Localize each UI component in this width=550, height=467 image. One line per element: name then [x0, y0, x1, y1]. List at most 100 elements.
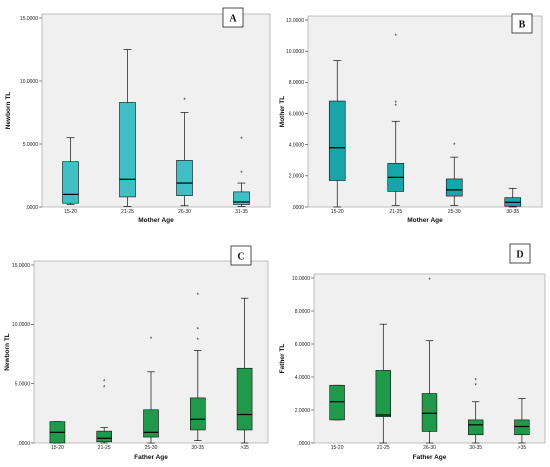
y-tick-label: 5.0000: [15, 381, 31, 387]
y-tick-label: 10.0000: [12, 322, 30, 328]
iqr-box: [176, 160, 193, 196]
box-c-3: *: [143, 337, 159, 444]
iqr-box: [119, 102, 136, 198]
iqr-box: [143, 409, 159, 438]
box-d-1: [329, 384, 345, 421]
iqr-box: [421, 393, 438, 432]
box-d-4: **: [468, 379, 484, 444]
x-tick-label: 15-20: [331, 209, 344, 215]
y-tick-label: 10.0000: [292, 276, 310, 282]
box-a-2: [119, 49, 136, 207]
x-tick-label: 30-35: [506, 209, 519, 215]
box-c-5: [236, 297, 253, 444]
iqr-box: [233, 191, 250, 205]
outlier-point: *: [240, 137, 243, 143]
x-tick-label: 15-20: [51, 445, 64, 451]
y-tick-label: 6.0000: [289, 111, 305, 117]
x-tick-label: 21-25: [377, 445, 390, 451]
x-tick-label: 21-25: [121, 209, 134, 215]
y-tick-label: 10.0000: [20, 79, 38, 85]
outlier-point: *: [240, 171, 243, 177]
x-tick-label: 26-30: [178, 209, 191, 215]
plot-area-a: [41, 13, 271, 208]
iqr-box: [96, 430, 112, 443]
panel-letter: D: [516, 250, 523, 261]
chart-panel-a: .0000 5.0000 10.0000 15.0000 Newborn TL Mothe…: [0, 0, 275, 234]
iqr-box: [468, 419, 484, 436]
chart-panel-d: .0000 2.0000 4.0000 6.0000 8.0000 10.0000 Fath…: [275, 234, 550, 467]
box-c-4: * * *: [190, 293, 206, 441]
panel-letter: A: [229, 14, 237, 25]
box-c-1: [49, 421, 66, 444]
x-tick-label: 30-35: [469, 445, 482, 451]
box-a-1: [62, 137, 79, 205]
y-tick-label: 12.0000: [286, 18, 304, 24]
x-tick-label: 21-25: [389, 209, 402, 215]
outlier-point: *: [197, 338, 200, 344]
iqr-box: [190, 397, 206, 431]
iqr-box: [328, 100, 346, 181]
x-axis-label: Mother Age: [138, 217, 174, 224]
iqr-box: [236, 367, 253, 431]
x-tick-label: >35: [240, 445, 249, 451]
iqr-box: [62, 161, 79, 204]
y-tick-label: 8.0000: [289, 80, 305, 86]
chart-svg: .0000 5.0000 10.0000 15.0000 Newborn TL Fathe…: [4, 245, 269, 461]
chart-svg: .0000 5.0000 10.0000 15.0000 Newborn TL Mothe…: [5, 7, 271, 224]
y-tick-label: 4.0000: [295, 375, 311, 381]
box-d-3: *: [421, 278, 438, 444]
chart-svg: .0000 2.0000 4.0000 6.0000 8.0000 10.0000 12.0…: [279, 13, 543, 224]
outlier-point: *: [453, 143, 456, 149]
y-tick-label: 15.0000: [20, 16, 38, 22]
y-axis-label: Newborn TL: [5, 92, 12, 130]
x-tick-label: 31-35: [235, 209, 248, 215]
x-tick-label: 30-35: [191, 445, 204, 451]
x-tick-label: 26-30: [423, 445, 436, 451]
outlier-point: *: [197, 327, 200, 333]
x-axis-label: Mother Age: [407, 217, 443, 224]
outlier-point: *: [475, 383, 478, 389]
y-tick-label: 5.0000: [23, 142, 39, 148]
y-tick-label: 2.0000: [289, 174, 305, 180]
panel-letter: C: [237, 252, 244, 263]
box-b-2: ***: [387, 34, 405, 206]
x-tick-label: 25-30: [448, 209, 461, 215]
iqr-box: [329, 384, 345, 421]
y-tick-label: 2.0000: [295, 408, 311, 414]
box-a-3: *: [176, 98, 193, 207]
box-b-3: *: [445, 143, 463, 206]
x-tick-label: 15-20: [64, 209, 77, 215]
box-c-2: **: [96, 379, 112, 444]
x-axis-label: Father Age: [413, 454, 447, 461]
iqr-box: [375, 370, 391, 417]
x-tick-label: 15-20: [331, 445, 344, 451]
iqr-box: [445, 178, 463, 197]
box-d-2: [375, 323, 391, 444]
outlier-point: *: [395, 104, 398, 110]
y-tick-label: 15.0000: [12, 263, 30, 269]
y-tick-label: .0000: [291, 205, 304, 211]
outlier-point: *: [395, 101, 398, 107]
outlier-point: *: [395, 34, 398, 40]
outlier-point: *: [103, 385, 106, 391]
chart-panel-b: .0000 2.0000 4.0000 6.0000 8.0000 10.0000 12.0…: [275, 0, 550, 234]
y-tick-label: .0000: [297, 441, 310, 447]
plot-area-b: [307, 15, 543, 208]
y-tick-label: .0000: [17, 441, 30, 447]
panel-letter-box: [511, 13, 533, 34]
outlier-point: *: [150, 337, 153, 343]
y-tick-label: 8.0000: [295, 309, 311, 315]
x-axis-label: Father Age: [134, 454, 168, 461]
y-tick-label: .0000: [25, 205, 38, 211]
outlier-point: *: [197, 293, 200, 299]
y-axis-label: Mother TL: [279, 96, 286, 127]
x-tick-label: 25-30: [145, 445, 158, 451]
outlier-point: *: [475, 379, 478, 385]
x-tick-label: 21-25: [98, 445, 111, 451]
chart-svg: .0000 2.0000 4.0000 6.0000 8.0000 10.0000 Fath…: [279, 243, 546, 461]
outlier-point: *: [103, 379, 106, 385]
x-tick-label: >35: [518, 445, 527, 451]
y-axis-label: Newborn TL: [4, 333, 11, 371]
chart-panel-c: .0000 5.0000 10.0000 15.0000 Newborn TL Fathe…: [0, 234, 275, 467]
box-d-5: [514, 398, 530, 444]
